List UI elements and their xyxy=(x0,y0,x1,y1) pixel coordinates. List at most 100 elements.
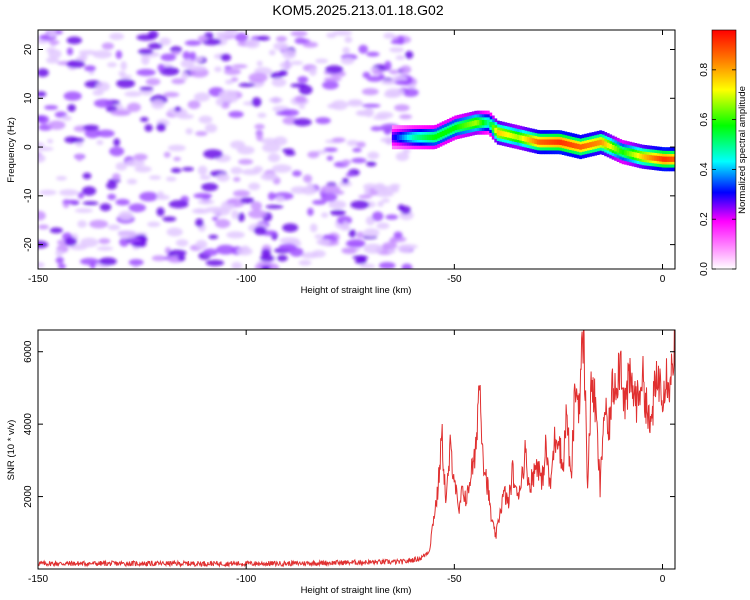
heatmap-noise-blob xyxy=(132,241,147,248)
heatmap-noise-blob xyxy=(237,145,255,155)
heatmap-noise-blob xyxy=(290,186,307,194)
heatmap-ridge xyxy=(391,110,675,172)
heatmap-noise-blob xyxy=(67,104,76,112)
heatmap-noise-blob xyxy=(220,53,232,62)
heatmap-noise-blob xyxy=(282,49,296,60)
y-tick-label: 10 xyxy=(23,92,34,104)
heatmap-noise-blob xyxy=(346,139,359,147)
heatmap-noise-blob xyxy=(38,154,46,163)
heatmap-noise-blob xyxy=(175,239,189,247)
heatmap-noise-blob xyxy=(185,128,193,135)
x-tick-label: 0 xyxy=(660,274,666,285)
heatmap-ridge-cell xyxy=(666,156,670,162)
heatmap-noise-blob xyxy=(290,83,308,88)
heatmap-ridge-cell xyxy=(521,135,525,142)
heatmap-ridge-cell xyxy=(509,132,513,139)
heatmap-ridge-cell xyxy=(414,134,418,140)
heatmap-ridge-cell xyxy=(496,130,500,136)
heatmap-noise-blob xyxy=(107,193,117,200)
heatmap-noise-blob xyxy=(370,126,383,132)
heatmap-ridge-cell xyxy=(621,149,625,155)
heatmap-noise-blob xyxy=(372,69,384,75)
heatmap-ridge-cell xyxy=(529,137,533,143)
heatmap-noise-blob xyxy=(197,165,208,176)
heatmap-ridge-cell xyxy=(624,150,628,156)
heatmap-noise-blob xyxy=(38,91,47,97)
heatmap-noise-blob xyxy=(267,192,276,201)
heatmap-noise-blob xyxy=(187,65,207,71)
heatmap-noise-blob xyxy=(363,243,383,254)
heatmap-noise-blob xyxy=(170,167,182,174)
colorbar-label: Normalized spectral amplitude xyxy=(737,86,748,214)
y-tick-label: -20 xyxy=(23,237,34,252)
heatmap-noise-blob xyxy=(253,165,263,173)
heatmap-noise-blob xyxy=(363,228,380,238)
heatmap-noise-blob xyxy=(344,36,353,43)
heatmap-noise-blob xyxy=(97,129,115,138)
heatmap-ridge-cell xyxy=(581,143,585,150)
heatmap-noise-blob xyxy=(250,201,262,211)
heatmap-ridge-cell xyxy=(549,139,553,145)
heatmap-noise-blob xyxy=(372,211,384,222)
heatmap-noise-blob xyxy=(139,191,159,202)
heatmap-noise-blob xyxy=(395,152,410,162)
heatmap-noise-blob xyxy=(248,182,261,191)
heatmap-noise-blob xyxy=(267,153,281,163)
heatmap-noise-blob xyxy=(260,138,278,145)
heatmap-ridge-cell xyxy=(534,138,538,145)
heatmap-ridge-cell xyxy=(526,137,530,143)
heatmap-noise-blob xyxy=(215,218,231,229)
heatmap-noise-blob xyxy=(59,189,79,197)
heatmap-x-label: Height of straight line (km) xyxy=(301,285,412,296)
x-tick-label: -50 xyxy=(447,274,462,285)
heatmap-noise-blob xyxy=(156,207,165,217)
heatmap-noise-blob xyxy=(364,186,371,197)
heatmap-noise-blob xyxy=(237,247,253,256)
heatmap-noise-blob xyxy=(195,218,204,228)
heatmap-noise-blob xyxy=(269,263,280,269)
heatmap-noise-blob xyxy=(216,244,236,255)
heatmap-noise-blob xyxy=(82,186,97,196)
heatmap-noise-blob xyxy=(136,68,156,77)
heatmap-ridge-cell xyxy=(401,134,405,140)
colorbar: 0.0 0.2 0.4 0.6 0.8 Normalized spectral ampl… xyxy=(699,29,748,276)
heatmap-noise-blob xyxy=(115,162,128,171)
heatmap-noise-blob xyxy=(92,50,113,59)
heatmap-noise-blob xyxy=(120,60,127,71)
heatmap-noise-blob xyxy=(63,91,82,101)
heatmap-ridge-cell xyxy=(461,123,465,129)
heatmap-noise-blob xyxy=(166,227,183,237)
heatmap-noise-blob xyxy=(184,40,202,46)
heatmap-noise-blob xyxy=(147,221,161,227)
heatmap-noise-blob xyxy=(275,36,288,42)
heatmap-noise-blob xyxy=(331,137,346,143)
heatmap-noise-blob xyxy=(302,41,318,48)
heatmap-noise-blob xyxy=(373,185,387,192)
heatmap-noise-blob xyxy=(315,117,331,125)
heatmap-noise-blob xyxy=(127,102,141,113)
heatmap-noise-blob xyxy=(315,58,328,64)
heatmap-noise-blob xyxy=(77,220,87,228)
heatmap-noise-blob xyxy=(351,157,367,164)
heatmap-ridge-cell xyxy=(571,142,575,148)
heatmap-noise-blob xyxy=(366,75,383,82)
heatmap-ridge-cell xyxy=(519,135,523,141)
heatmap-noise-blob xyxy=(336,215,353,225)
heatmap-noise-blob xyxy=(259,254,275,262)
heatmap-noise-blob xyxy=(115,198,130,206)
heatmap-noise-blob xyxy=(269,49,276,56)
heatmap-noise-blob xyxy=(381,198,390,203)
heatmap-noise-blob xyxy=(338,181,352,187)
heatmap-noise-blob xyxy=(330,209,346,216)
heatmap-noise-blob xyxy=(290,60,304,65)
heatmap-noise-blob xyxy=(113,138,121,147)
heatmap-noise-blob xyxy=(38,68,49,77)
heatmap-noise-blob xyxy=(140,117,149,122)
heatmap-ridge-cell xyxy=(569,142,573,148)
heatmap-y-ticks: -20 -10 0 10 20 xyxy=(23,44,675,252)
heatmap-ridge-cell xyxy=(619,148,623,154)
heatmap-ridge-cell xyxy=(539,139,543,145)
heatmap-ridge-cell xyxy=(471,120,475,127)
heatmap-noise-blob xyxy=(84,65,96,72)
heatmap-noise-blob xyxy=(145,78,161,86)
